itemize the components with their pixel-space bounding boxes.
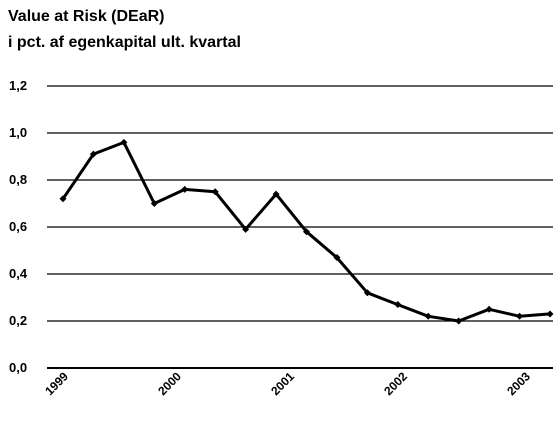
data-series [59, 138, 554, 325]
y-tick-label: 0,4 [9, 266, 28, 281]
data-point [455, 317, 463, 325]
data-point [516, 312, 524, 320]
x-tick-label: 2001 [268, 369, 297, 398]
data-point [120, 138, 128, 146]
data-point [333, 254, 341, 262]
y-tick-label: 0,2 [9, 313, 27, 328]
x-tick-label: 1999 [42, 369, 71, 398]
y-tick-label: 0,8 [9, 172, 27, 187]
data-point [546, 310, 554, 318]
y-tick-label: 1,2 [9, 78, 27, 93]
data-point [424, 312, 432, 320]
data-point [89, 150, 97, 158]
data-point [211, 188, 219, 196]
chart-title: Value at Risk (DEaR) [8, 8, 165, 25]
data-point [272, 190, 280, 198]
x-axis-ticks: 1999 2000 2001 2002 2003 [42, 369, 533, 398]
data-point [59, 195, 67, 203]
data-point [150, 200, 158, 207]
chart-subtitle: i pct. af egenkapital ult. kvartal [8, 34, 241, 51]
x-tick-label: 2002 [381, 369, 410, 398]
data-point [363, 289, 371, 297]
data-point [181, 185, 189, 193]
y-tick-label: 0,0 [9, 360, 27, 375]
x-tick-label: 2003 [504, 369, 533, 398]
data-point [394, 301, 402, 309]
data-point [242, 225, 250, 233]
data-point [485, 305, 493, 313]
x-tick-label: 2000 [155, 369, 184, 398]
y-axis-ticks: 0,0 0,2 0,4 0,6 0,8 1,0 1,2 [9, 78, 28, 375]
data-point [303, 228, 310, 236]
y-tick-label: 1,0 [9, 125, 27, 140]
grid-lines [47, 85, 553, 369]
y-tick-label: 0,6 [9, 219, 27, 234]
